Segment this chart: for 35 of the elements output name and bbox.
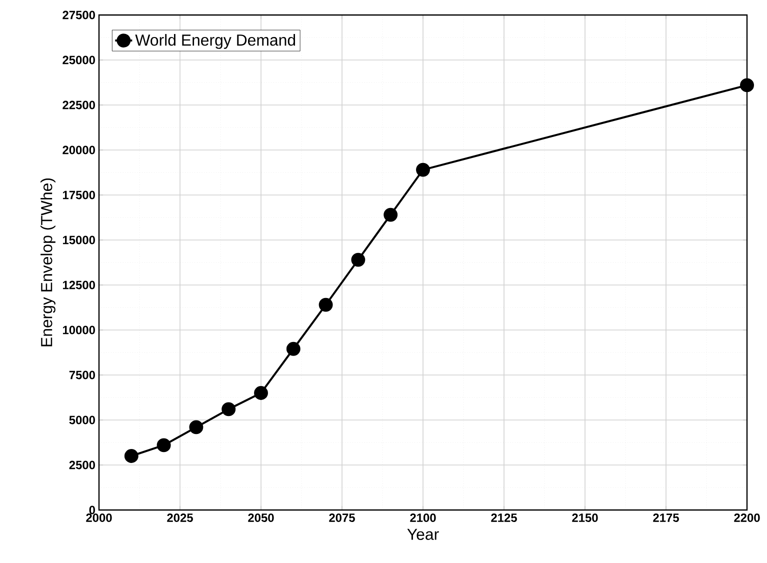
y-tick-label: 5000 <box>69 416 95 424</box>
x-tick-label: 2100 <box>410 514 436 522</box>
point <box>351 252 366 267</box>
point <box>124 449 138 463</box>
point <box>384 208 398 222</box>
y-tick-label: 0 <box>89 506 95 514</box>
y-tick-label: 20000 <box>62 146 95 154</box>
x-tick-label: 2175 <box>653 514 679 522</box>
y-tick-label: 12500 <box>62 280 95 290</box>
y-tick-label: 10000 <box>62 326 95 334</box>
point <box>318 298 333 312</box>
y-tick-label: 22500 <box>62 100 95 110</box>
legend-label: World Energy Demand <box>135 34 296 49</box>
y-tick-label: 15000 <box>62 236 95 244</box>
point <box>189 420 204 434</box>
y-tick-label: 2500 <box>69 460 95 470</box>
point <box>416 162 430 177</box>
x-axis-title: Year <box>407 528 439 540</box>
point <box>156 438 171 452</box>
point <box>222 402 236 416</box>
x-tick-label: 2050 <box>248 514 274 522</box>
x-tick-label: 2125 <box>491 514 517 522</box>
point <box>254 386 268 400</box>
point <box>286 342 300 356</box>
y-tick-label: 25000 <box>62 56 95 64</box>
y-tick-label: 17500 <box>62 190 95 200</box>
y-tick-label: 27500 <box>62 10 95 20</box>
x-tick-label: 2200 <box>734 514 760 522</box>
x-tick-label: 2150 <box>572 514 598 522</box>
x-tick-label: 2075 <box>329 514 355 522</box>
point <box>740 78 754 92</box>
x-tick-label: 2025 <box>167 514 193 522</box>
x-tick-label: 2000 <box>86 514 112 522</box>
y-tick-label: 7500 <box>69 370 95 380</box>
y-axis-title: Energy Envelop (TWhe) <box>40 178 56 346</box>
